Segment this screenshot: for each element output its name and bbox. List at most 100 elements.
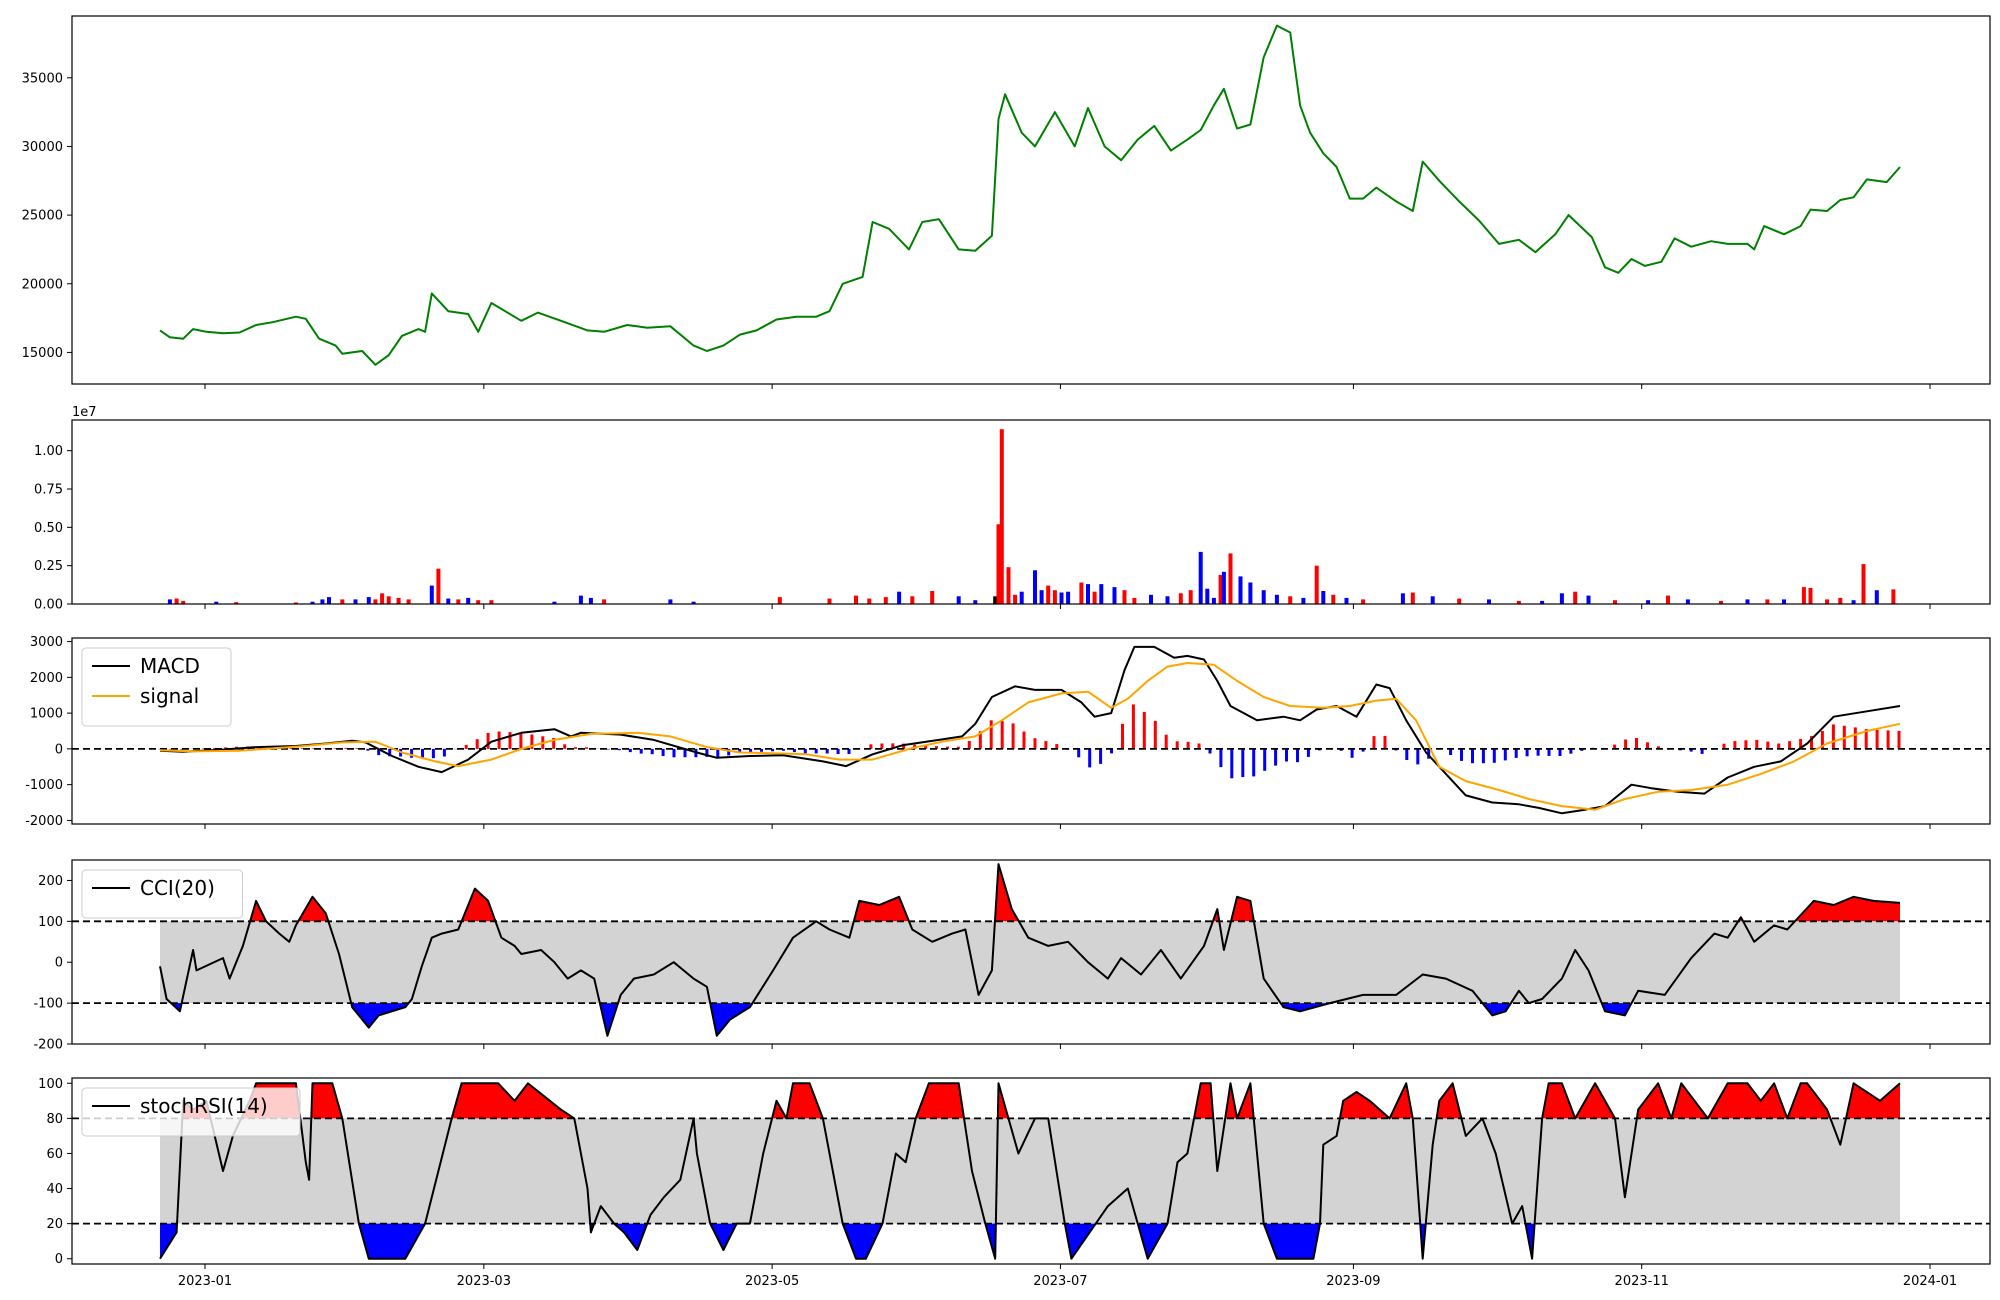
stochrsi-overbought-fill bbox=[1339, 1092, 1390, 1119]
volume-bar bbox=[1092, 591, 1097, 604]
cci-oversold-fill bbox=[1482, 1003, 1511, 1016]
macd-histogram-bar bbox=[1481, 748, 1485, 764]
macd-histogram-bar bbox=[322, 748, 326, 749]
volume-bar bbox=[1228, 553, 1233, 604]
x-tick-label: 2023-09 bbox=[1326, 1274, 1380, 1289]
macd-histogram-bar bbox=[617, 748, 621, 751]
macd-histogram-bar bbox=[1514, 748, 1518, 758]
x-tick-label: 2023-07 bbox=[1033, 1274, 1087, 1289]
stochrsi-overbought-fill bbox=[1671, 1083, 1708, 1119]
stochrsi-overbought-fill bbox=[1542, 1083, 1576, 1119]
macd-histogram-bar bbox=[1131, 704, 1135, 749]
macd-histogram-bar bbox=[530, 734, 534, 749]
macd-histogram-bar bbox=[169, 748, 173, 750]
volume-bar bbox=[1540, 600, 1545, 604]
macd-histogram-bar bbox=[672, 748, 676, 758]
volume-bar bbox=[1666, 595, 1670, 604]
price-panel: 15000 20000 25000 30000 35000 bbox=[22, 15, 1991, 389]
macd-histogram-bar bbox=[1339, 748, 1343, 751]
stochrsi-overbought-fill bbox=[1194, 1083, 1214, 1119]
macd-histogram-bar bbox=[1121, 723, 1124, 749]
volume-bar bbox=[167, 599, 172, 604]
macd-histogram-bar bbox=[475, 739, 479, 749]
volume-plot-frame bbox=[71, 419, 1991, 605]
stochrsi-neutral-band bbox=[160, 1118, 1900, 1224]
macd-histogram-bar bbox=[431, 748, 435, 759]
macd-histogram-bar bbox=[442, 748, 446, 757]
volume-bar bbox=[406, 599, 411, 604]
y-tick-label: 35000 bbox=[22, 71, 63, 86]
volume-bar bbox=[340, 599, 345, 604]
cci-line bbox=[159, 863, 1901, 1037]
volume-bar bbox=[456, 599, 461, 604]
volume-bar bbox=[1331, 594, 1336, 604]
stochrsi-overbought-fill bbox=[786, 1083, 823, 1119]
macd-histogram-bar bbox=[180, 748, 184, 750]
macd-histogram-bar bbox=[1449, 748, 1453, 755]
macd-histogram-bar bbox=[628, 748, 632, 753]
macd-histogram-bar bbox=[1580, 748, 1584, 751]
macd-histogram-bar bbox=[1164, 734, 1168, 749]
macd-histogram-bar bbox=[1897, 730, 1901, 749]
volume-bar bbox=[1719, 600, 1723, 604]
macd-histogram-bar bbox=[956, 746, 960, 749]
stochrsi-oversold-fill bbox=[710, 1223, 737, 1250]
macd-histogram-bar bbox=[1350, 748, 1354, 758]
volume-bar bbox=[1344, 597, 1349, 604]
volume-bar bbox=[1039, 590, 1044, 604]
macd-histogram-bar bbox=[1022, 731, 1026, 749]
macd-histogram-bar bbox=[333, 748, 337, 749]
volume-bar bbox=[436, 568, 441, 604]
stochrsi-oversold-fill bbox=[1137, 1223, 1168, 1259]
volume-bar bbox=[174, 598, 179, 604]
legend-label: MACD bbox=[140, 654, 200, 678]
volume-bar bbox=[1745, 599, 1750, 604]
macd-histogram-bar bbox=[1252, 748, 1256, 777]
macd-histogram-bar bbox=[1153, 720, 1157, 749]
stochrsi-overbought-fill bbox=[1636, 1083, 1672, 1119]
macd-histogram-bar bbox=[421, 748, 424, 759]
macd-histogram-bar bbox=[410, 748, 414, 758]
macd-histogram-bar bbox=[552, 738, 556, 749]
volume-bar bbox=[1613, 600, 1617, 604]
macd-histogram-bar bbox=[1722, 743, 1726, 749]
stochrsi-plot-frame bbox=[71, 1077, 1991, 1265]
y-tick-label: 20 bbox=[46, 1217, 63, 1232]
macd-histogram-bar bbox=[1471, 748, 1474, 764]
y-tick-label: 1000 bbox=[30, 707, 63, 722]
volume-bar bbox=[489, 600, 494, 604]
stochrsi-line bbox=[159, 1082, 1901, 1260]
stochrsi-overbought-fill bbox=[915, 1083, 964, 1119]
macd-histogram-bar bbox=[1241, 748, 1245, 778]
macd-histogram-bar bbox=[1853, 727, 1857, 749]
volume-bar bbox=[1825, 599, 1830, 604]
macd-histogram-bar bbox=[311, 748, 315, 749]
legend-label: signal bbox=[140, 684, 199, 708]
macd-histogram-bar bbox=[946, 746, 949, 749]
macd-histogram-bar bbox=[1296, 748, 1299, 763]
macd-histogram-bar bbox=[760, 748, 763, 752]
macd-histogram-bar bbox=[1831, 724, 1835, 749]
macd-histogram-bar bbox=[814, 748, 818, 754]
macd-histogram-bar bbox=[978, 731, 982, 749]
volume-bar bbox=[214, 601, 219, 604]
volume-bar bbox=[867, 598, 872, 604]
volume-bar bbox=[1400, 593, 1405, 604]
volume-bar bbox=[181, 600, 186, 604]
macd-plot-frame bbox=[71, 637, 1991, 825]
volume-bar bbox=[1765, 599, 1770, 604]
legend-label: CCI(20) bbox=[140, 876, 215, 900]
volume-bar bbox=[1046, 585, 1051, 604]
y-tick-label: 100 bbox=[38, 915, 63, 930]
macd-histogram-bar bbox=[1635, 738, 1638, 749]
y-tick-label: 100 bbox=[38, 1077, 63, 1092]
volume-bar bbox=[1314, 565, 1319, 604]
y-tick-label: 1.00 bbox=[34, 444, 63, 459]
volume-panel: 0.00 0.25 0.50 0.75 1.00 bbox=[34, 419, 1991, 613]
macd-histogram-bar bbox=[716, 748, 720, 758]
legend-box bbox=[81, 1087, 301, 1137]
y-tick-label: 0 bbox=[55, 742, 63, 757]
macd-histogram-bar bbox=[1372, 736, 1376, 749]
volume-bar bbox=[996, 524, 1001, 604]
